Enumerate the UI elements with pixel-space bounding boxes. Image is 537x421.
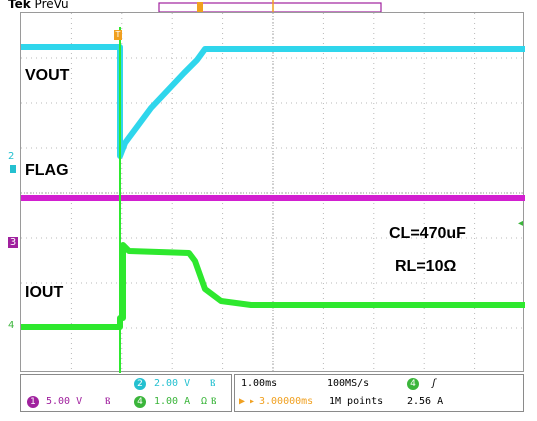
- trigger-delay-icon: ▶: [239, 396, 246, 407]
- ch4-bandwidth-icon: Ⲃ: [211, 396, 217, 407]
- mode-label: PreVu: [34, 0, 69, 11]
- trigger-level-marker[interactable]: ◂: [518, 218, 524, 229]
- ch2-indicator-small: [10, 165, 16, 173]
- trigger-delay-arrow: ▸: [249, 396, 256, 407]
- rl-annotation: RL=10Ω: [395, 258, 457, 275]
- sample-rate: 100MS/s: [327, 378, 370, 389]
- ch4-ground-marker[interactable]: 4: [8, 320, 15, 331]
- status-bar: 2 2.00 V Ⲃ 1 5.00 V Ⲃ 4 1.00 A Ω Ⲃ 1.00m…: [20, 374, 524, 412]
- ch2-badge[interactable]: 2: [134, 378, 146, 390]
- cl-annotation: CL=470uF: [389, 225, 466, 242]
- flag-label: FLAG: [25, 162, 69, 179]
- timebase-panel[interactable]: 1.00ms 100MS/s 4 ʃ ▶ ▸ 3.00000ms 1M poin…: [234, 374, 524, 412]
- record-length: 1M points: [329, 396, 384, 407]
- ch2-ground-marker[interactable]: 2: [8, 151, 15, 162]
- trigger-position-marker[interactable]: T: [114, 30, 122, 40]
- trigger-level[interactable]: 2.56 A: [407, 396, 444, 407]
- time-scale[interactable]: 1.00ms: [241, 378, 278, 389]
- ch1-scale[interactable]: 5.00 V: [46, 396, 83, 407]
- channel-settings-panel[interactable]: 2 2.00 V Ⲃ 1 5.00 V Ⲃ 4 1.00 A Ω Ⲃ: [20, 374, 232, 412]
- waveform-plot-area: [20, 12, 525, 373]
- trigger-source-badge[interactable]: 4: [407, 378, 419, 390]
- waveforms: [21, 27, 525, 373]
- brand-label: Tek: [8, 0, 31, 11]
- ch4-scale[interactable]: 1.00 A: [154, 396, 191, 407]
- ch2-scale[interactable]: 2.00 V: [154, 378, 191, 389]
- trigger-delay[interactable]: 3.00000ms: [259, 396, 314, 407]
- iout-label: IOUT: [25, 284, 64, 301]
- ch2-bandwidth-icon: Ⲃ: [210, 378, 216, 389]
- scope-header: Tek PreVu: [8, 0, 69, 11]
- ch1-bandwidth-icon: Ⲃ: [105, 396, 111, 407]
- ch1-badge[interactable]: 1: [27, 396, 39, 408]
- ch4-badge[interactable]: 4: [134, 396, 146, 408]
- vout-label: VOUT: [25, 67, 70, 84]
- ch4-unit: Ω: [201, 396, 208, 407]
- ch1-ground-marker[interactable]: 3: [8, 237, 18, 248]
- graticule: [21, 13, 525, 373]
- trigger-slope-icon[interactable]: ʃ: [431, 378, 438, 389]
